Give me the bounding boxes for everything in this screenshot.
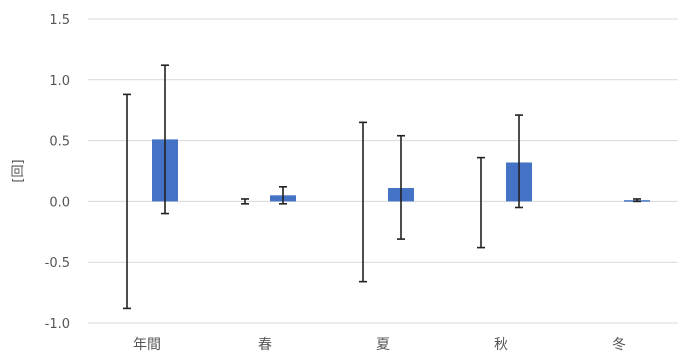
error-bars [123,64,641,310]
y-tick-label: -1.0 [45,317,70,332]
y-tick-label: 0.5 [49,135,70,150]
y-axis-ticks: -1.0 -0.5 0.0 0.5 1.0 1.5 [45,13,70,332]
error-bar-2-2 [279,186,287,205]
error-bar-2-3 [397,134,405,240]
x-tick-label: 年間 [133,337,161,353]
y-tick-label: 1.5 [49,13,70,28]
x-tick-label: 秋 [494,337,508,353]
y-axis-label: [回] [11,159,26,182]
x-tick-label: 冬 [612,337,626,353]
x-axis-ticks: 年間 春 夏 秋 冬 [133,337,626,353]
x-tick-label: 夏 [376,337,390,353]
y-tick-label: 0.0 [49,195,70,210]
error-bar-1-3 [359,121,367,283]
error-bar-2-1 [161,64,169,215]
error-bar-1-1 [123,93,131,310]
error-bar-1-2 [241,198,249,205]
gridlines [88,18,678,324]
x-tick-label: 春 [258,337,272,353]
y-tick-label: -0.5 [45,256,70,271]
error-bar-1-4 [477,156,485,249]
y-tick-label: 1.0 [49,74,70,89]
error-bar-2-4 [515,114,523,209]
error-bar-2-5 [633,198,641,203]
